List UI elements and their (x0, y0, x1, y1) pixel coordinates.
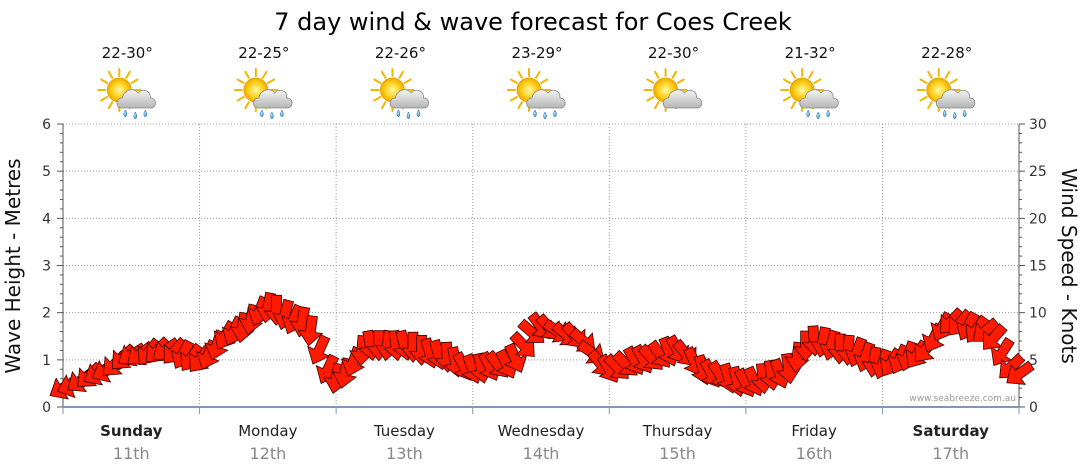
y-axis-left-ticks: 0 1 2 3 4 5 6 (42, 117, 51, 416)
y-right-tick-label: 15 (1029, 259, 1047, 275)
day-name-label: Tuesday (373, 422, 435, 440)
day-name-label: Friday (791, 422, 837, 440)
temperature-label: 22-25° (238, 44, 289, 62)
day-date-label: 16th (796, 444, 833, 463)
y-axis-left-label: Wave Height - Metres (1, 158, 25, 373)
temperature-label: 21-32° (785, 44, 836, 62)
y-right-tick-label: 10 (1029, 306, 1047, 322)
day-name-label: Sunday (100, 422, 163, 440)
chart-grid (57, 123, 1025, 414)
y-right-tick-label: 30 (1029, 117, 1047, 133)
day-date-label: 11th (113, 444, 150, 463)
temperature-label: 22-30° (102, 44, 153, 62)
day-name-label: Saturday (913, 422, 990, 440)
y-left-tick-label: 5 (42, 164, 51, 180)
day-name-label: Thursday (642, 422, 713, 440)
sun-cloud-showers-icon (780, 68, 839, 120)
day-name-label: Wednesday (498, 422, 585, 440)
y-axis-right-ticks: 0 5 10 15 20 25 30 (1029, 117, 1047, 416)
day-labels: Sunday 11th Monday 12th Tuesday 13th Wednesday… (100, 422, 989, 463)
day-date-label: 12th (249, 444, 286, 463)
day-date-label: 14th (523, 444, 560, 463)
temperature-label: 22-30° (648, 44, 699, 62)
y-left-tick-label: 1 (42, 353, 51, 369)
day-name-label: Monday (238, 422, 297, 440)
y-right-tick-label: 5 (1029, 353, 1038, 369)
y-right-tick-label: 25 (1029, 164, 1047, 180)
y-left-tick-label: 6 (42, 117, 51, 133)
wind-series (49, 291, 1035, 400)
day-date-label: 13th (386, 444, 423, 463)
y-left-tick-label: 2 (42, 306, 51, 322)
credit-text: www.seabreeze.com.au (909, 394, 1016, 404)
temperature-label: 22-28° (921, 44, 972, 62)
sun-cloud-showers-icon (916, 68, 976, 120)
y-left-tick-label: 3 (42, 259, 51, 275)
weather-icons (97, 68, 976, 120)
y-axis-right-label: Wind Speed - Knots (1057, 168, 1080, 364)
chart-title: 7 day wind & wave forecast for Coes Cree… (274, 8, 792, 36)
sun-cloud-showers-icon (370, 68, 430, 120)
y-right-tick-label: 20 (1029, 211, 1047, 227)
day-date-label: 17th (932, 444, 969, 463)
temperature-label: 23-29° (511, 44, 562, 62)
day-date-label: 15th (659, 444, 696, 463)
y-right-tick-label: 0 (1029, 400, 1038, 416)
sun-cloud-showers-icon (233, 68, 293, 120)
partly-cloudy-icon (643, 68, 703, 112)
wind-arrow (990, 336, 1015, 366)
temperature-label: 22-26° (375, 44, 426, 62)
wind-arrow (1006, 360, 1035, 385)
wind-arrow (297, 314, 324, 347)
sun-cloud-showers-icon (97, 68, 156, 120)
y-left-tick-label: 0 (42, 400, 51, 416)
temperature-row: 22-30° 22-25° 22-26° 23-29° 22-30° 21-32° 22-2… (102, 44, 973, 62)
sun-cloud-showers-icon (507, 68, 566, 120)
y-left-tick-label: 4 (42, 211, 51, 227)
